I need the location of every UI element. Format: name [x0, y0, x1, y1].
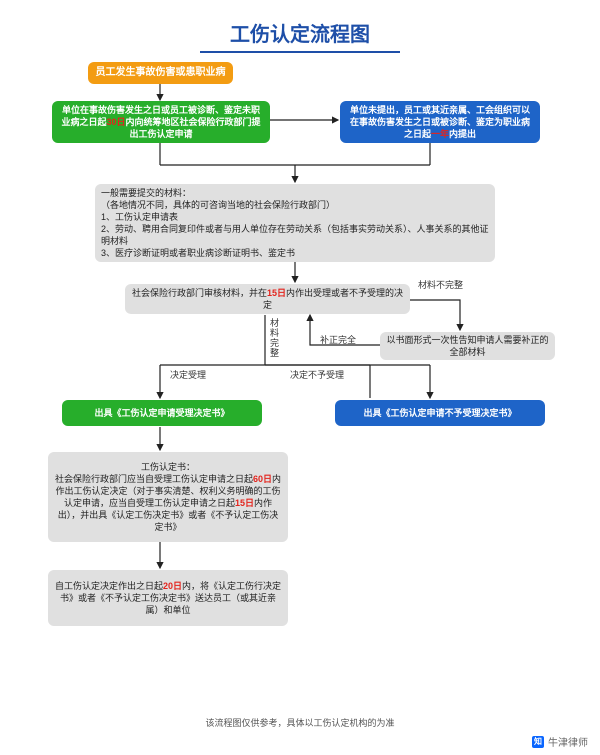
node-materials: 一般需要提交的材料： （各地情况不同，具体的可咨询当地的社会保险行政部门） 1、…: [95, 184, 495, 262]
label-complete: 材料完整: [268, 318, 281, 358]
node-start: 员工发生事故伤害或患职业病: [88, 62, 233, 84]
node-unit-apply-text: 单位在事故伤害发生之日或员工被诊断、鉴定未职业病之日起30日内向统筹地区社会保险…: [58, 104, 264, 140]
author-attribution: 知 牛津律师: [532, 734, 588, 749]
page-title: 工伤认定流程图: [200, 18, 400, 53]
node-reject-text: 出具《工伤认定申请不予受理决定书》: [341, 407, 539, 419]
zhihu-icon: 知: [532, 736, 544, 748]
node-review-text: 社会保险行政部门审核材料，并在15日内作出受理或者不予受理的决定: [131, 287, 404, 311]
footer-note: 该流程图仅供参考，具体以工伤认定机构的为准: [0, 716, 600, 729]
flowchart-canvas: 工伤认定流程图: [0, 0, 600, 755]
label-accept: 决定受理: [170, 368, 206, 381]
node-deliver: 自工伤认定决定作出之日起20日内，将《认定工伤行决定书》或者《不予认定工伤决定书…: [48, 570, 288, 626]
node-unit-apply: 单位在事故伤害发生之日或员工被诊断、鉴定未职业病之日起30日内向统筹地区社会保险…: [52, 101, 270, 143]
node-deliver-text: 自工伤认定决定作出之日起20日内，将《认定工伤行决定书》或者《不予认定工伤决定书…: [54, 580, 282, 616]
author-name: 牛津律师: [548, 734, 588, 749]
node-accept: 出具《工伤认定申请受理决定书》: [62, 400, 262, 426]
node-review: 社会保险行政部门审核材料，并在15日内作出受理或者不予受理的决定: [125, 284, 410, 314]
label-incomplete: 材料不完整: [418, 278, 463, 291]
node-decision: 工伤认定书： 社会保险行政部门应当自受理工伤认定申请之日起60日内作出工伤认定决…: [48, 452, 288, 542]
node-supplement-text: 以书面形式一次性告知申请人需要补正的全部材料: [386, 334, 549, 358]
node-decision-text: 工伤认定书： 社会保险行政部门应当自受理工伤认定申请之日起60日内作出工伤认定决…: [54, 461, 282, 534]
label-recheck: 补正完全: [320, 333, 356, 346]
node-accept-text: 出具《工伤认定申请受理决定书》: [68, 407, 256, 419]
node-materials-text: 一般需要提交的材料： （各地情况不同，具体的可咨询当地的社会保险行政部门） 1、…: [101, 187, 489, 260]
node-reject: 出具《工伤认定申请不予受理决定书》: [335, 400, 545, 426]
node-supplement: 以书面形式一次性告知申请人需要补正的全部材料: [380, 332, 555, 360]
label-reject: 决定不予受理: [290, 368, 344, 381]
node-employee-apply: 单位未提出，员工或其近亲属、工会组织可以在事故伤害发生之日或被诊断、鉴定为职业病…: [340, 101, 540, 143]
node-start-text: 员工发生事故伤害或患职业病: [94, 66, 227, 80]
node-employee-apply-text: 单位未提出，员工或其近亲属、工会组织可以在事故伤害发生之日或被诊断、鉴定为职业病…: [346, 104, 534, 140]
